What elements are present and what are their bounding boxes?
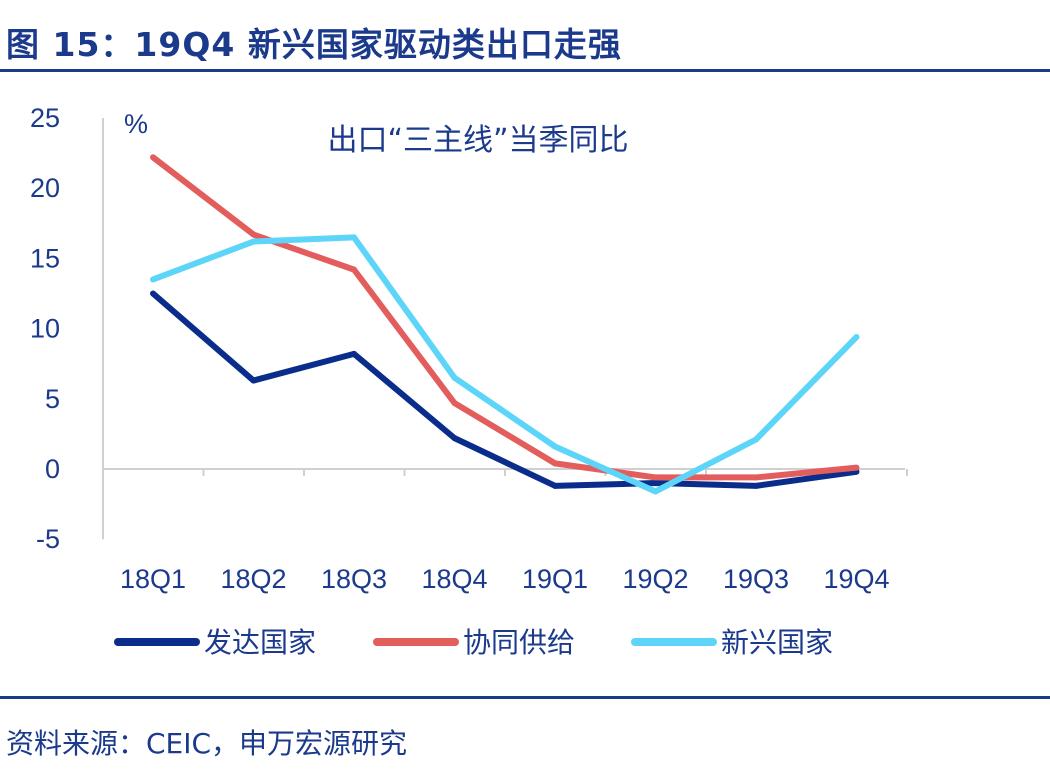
footer-rule xyxy=(0,696,1050,699)
data-point xyxy=(250,231,257,238)
y-tick-label: 10 xyxy=(30,314,60,344)
legend-label: 协同供给 xyxy=(463,626,575,659)
figure-title: 图 15：19Q4 新兴国家驱动类出口走强 xyxy=(6,25,622,64)
data-point xyxy=(150,154,156,161)
data-point xyxy=(853,334,860,341)
y-tick-label: 0 xyxy=(45,454,60,484)
data-point xyxy=(250,377,257,384)
series-line xyxy=(151,291,857,489)
line-chart: -5 0 5 10 15 20 25 18Q1 18Q2 18Q3 18Q4 19Q1 19Q2 19Q3… xyxy=(30,103,908,659)
data-point xyxy=(351,266,357,273)
x-tick-label: 19Q2 xyxy=(622,564,688,594)
data-point xyxy=(451,435,458,442)
data-point xyxy=(753,436,759,443)
x-tick-label: 18Q2 xyxy=(220,564,286,594)
data-point xyxy=(652,488,659,495)
x-tick-label: 19Q3 xyxy=(723,564,789,594)
y-tick-label: 5 xyxy=(45,384,60,414)
data-point xyxy=(150,276,156,283)
y-tick-label: 25 xyxy=(30,103,60,133)
legend-label: 新兴国家 xyxy=(721,626,833,659)
x-tick-label: 19Q1 xyxy=(522,564,588,594)
y-tick-label: 15 xyxy=(30,243,60,273)
series-line xyxy=(151,154,857,481)
source-note: 资料来源：CEIC，申万宏源研究 xyxy=(6,727,408,760)
data-point xyxy=(351,350,357,357)
data-point xyxy=(552,460,558,467)
series-line xyxy=(151,234,859,495)
y-tick-label: 20 xyxy=(30,173,60,203)
data-point xyxy=(150,290,156,297)
data-point xyxy=(351,234,357,241)
legend-label: 发达国家 xyxy=(204,626,316,659)
data-point xyxy=(552,482,558,489)
y-tick-label: -5 xyxy=(36,524,60,554)
data-point xyxy=(753,482,759,489)
x-tick-label: 18Q4 xyxy=(421,564,487,594)
y-unit-label: % xyxy=(124,109,148,139)
header-rule xyxy=(0,69,1050,72)
data-point xyxy=(753,474,759,481)
data-point xyxy=(451,374,458,381)
data-point xyxy=(552,443,558,450)
x-tick-label: 19Q4 xyxy=(823,564,889,594)
data-point xyxy=(652,474,659,481)
x-tick-label: 18Q3 xyxy=(321,564,387,594)
chart-title: 出口“三主线”当季同比 xyxy=(327,123,628,158)
data-point xyxy=(451,400,458,407)
data-point xyxy=(853,464,860,471)
x-tick-label: 18Q1 xyxy=(120,564,186,594)
data-point xyxy=(652,480,659,487)
data-point xyxy=(250,238,257,245)
